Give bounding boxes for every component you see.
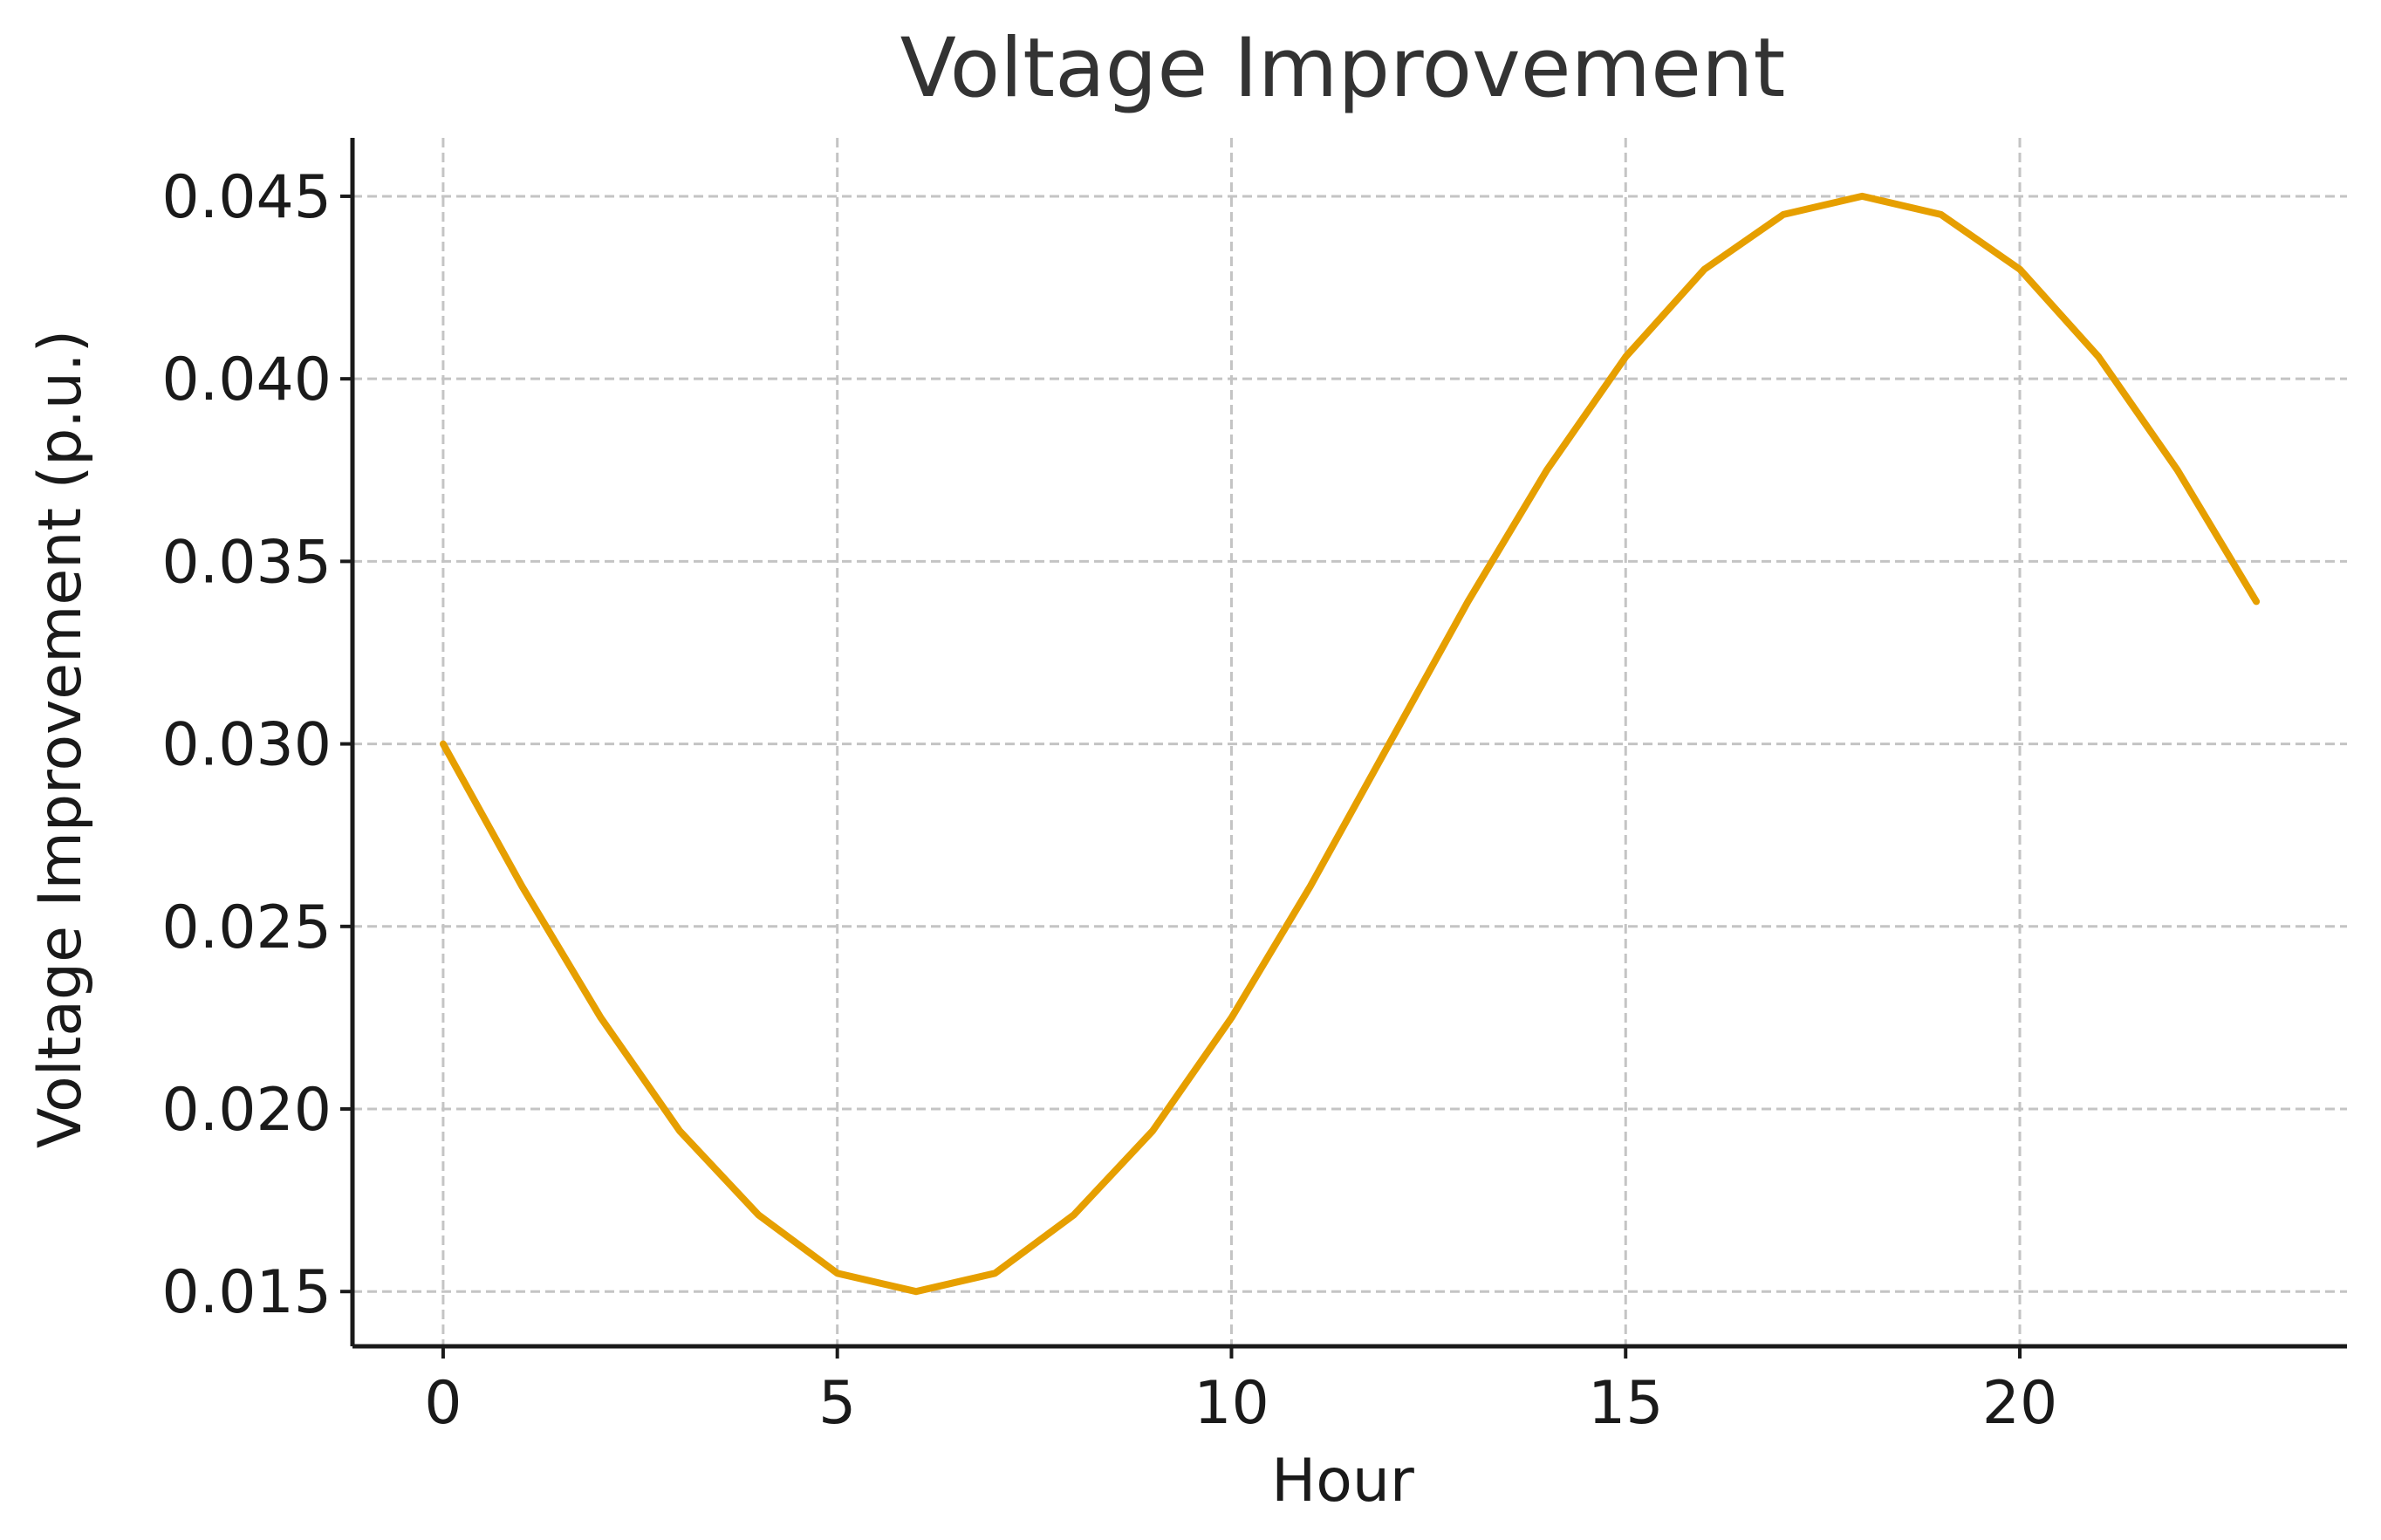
y-tick-label: 0.030 — [161, 711, 332, 780]
chart-title: Voltage Improvement — [900, 21, 1786, 116]
grid — [352, 138, 2347, 1346]
y-tick-label: 0.045 — [161, 163, 332, 232]
y-axis-label: Voltage Improvement (p.u.) — [26, 330, 95, 1148]
x-tick-label: 20 — [1982, 1369, 2058, 1438]
x-tick-label: 0 — [424, 1369, 462, 1438]
y-tick-label: 0.035 — [161, 528, 332, 597]
y-tick-label: 0.040 — [161, 346, 332, 414]
series — [439, 192, 2261, 1296]
x-tick-label: 15 — [1588, 1369, 1664, 1438]
axes — [350, 138, 2347, 1349]
y-tick-label: 0.015 — [161, 1258, 332, 1327]
y-tick-label: 0.025 — [161, 893, 332, 962]
x-axis-label: Hour — [1271, 1447, 1414, 1516]
x-tick-label: 5 — [818, 1369, 856, 1438]
y-tick-label: 0.020 — [161, 1076, 332, 1145]
tick-labels: 0 5 10 15 20 0.015 0.020 0.025 0.030 0.035 0.040 0.… — [161, 163, 2057, 1438]
series-line — [439, 192, 2261, 1296]
x-tick-label: 10 — [1194, 1369, 1269, 1438]
